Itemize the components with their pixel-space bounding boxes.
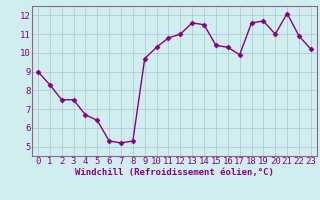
- X-axis label: Windchill (Refroidissement éolien,°C): Windchill (Refroidissement éolien,°C): [75, 168, 274, 177]
